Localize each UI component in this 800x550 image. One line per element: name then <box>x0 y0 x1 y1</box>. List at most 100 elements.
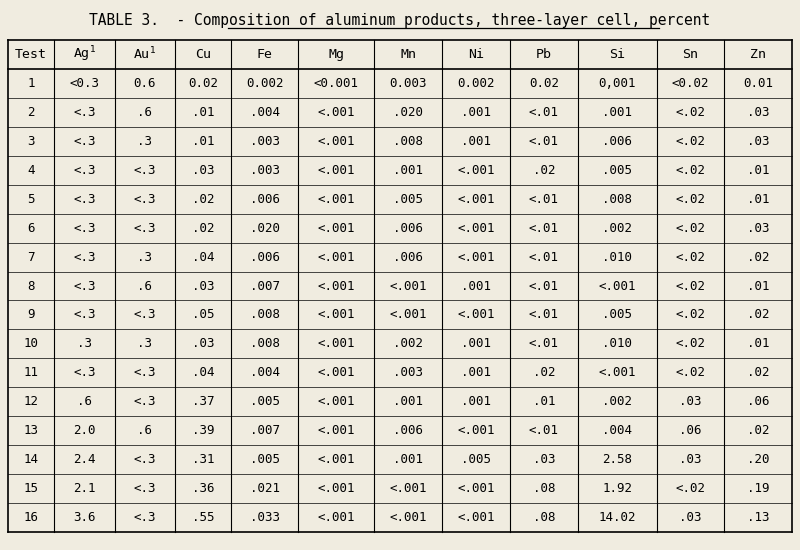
Text: .55: .55 <box>191 511 214 524</box>
Text: <.3: <.3 <box>134 395 156 408</box>
Text: 7: 7 <box>27 251 35 263</box>
Text: .06: .06 <box>679 424 702 437</box>
Text: .03: .03 <box>191 279 214 293</box>
Text: .31: .31 <box>191 453 214 466</box>
Text: .010: .010 <box>602 251 632 263</box>
Text: 16: 16 <box>24 511 38 524</box>
Text: .02: .02 <box>533 164 555 177</box>
Text: 6: 6 <box>27 222 35 235</box>
Text: .3: .3 <box>138 135 152 148</box>
Text: .001: .001 <box>461 395 491 408</box>
Text: <.001: <.001 <box>390 279 427 293</box>
Text: 0.01: 0.01 <box>743 77 773 90</box>
Text: <.3: <.3 <box>134 366 156 379</box>
Text: <.3: <.3 <box>74 164 96 177</box>
Text: .03: .03 <box>679 453 702 466</box>
Text: <.01: <.01 <box>529 222 559 235</box>
Text: .007: .007 <box>250 279 279 293</box>
Text: .01: .01 <box>747 337 770 350</box>
Text: <.3: <.3 <box>134 453 156 466</box>
Text: 2.58: 2.58 <box>602 453 632 466</box>
Text: .02: .02 <box>747 251 770 263</box>
Text: 10: 10 <box>24 337 38 350</box>
Text: <.02: <.02 <box>675 164 706 177</box>
Text: <.3: <.3 <box>134 511 156 524</box>
Text: <.01: <.01 <box>529 192 559 206</box>
Text: .6: .6 <box>138 424 152 437</box>
Text: .006: .006 <box>602 135 632 148</box>
Text: Zn: Zn <box>750 48 766 61</box>
Text: <.001: <.001 <box>458 482 495 495</box>
Text: .3: .3 <box>138 251 152 263</box>
Text: 0.02: 0.02 <box>529 77 559 90</box>
Text: <.001: <.001 <box>318 337 355 350</box>
Text: .06: .06 <box>747 395 770 408</box>
Text: <.001: <.001 <box>458 251 495 263</box>
Text: 11: 11 <box>24 366 38 379</box>
Text: 2: 2 <box>27 106 35 119</box>
Text: .002: .002 <box>602 395 632 408</box>
Text: <.001: <.001 <box>458 424 495 437</box>
Text: 0.003: 0.003 <box>390 77 427 90</box>
Text: .008: .008 <box>602 192 632 206</box>
Text: <.3: <.3 <box>134 164 156 177</box>
Text: Si: Si <box>609 48 625 61</box>
Text: .001: .001 <box>394 164 423 177</box>
Text: <.02: <.02 <box>675 135 706 148</box>
Text: .001: .001 <box>461 106 491 119</box>
Text: .008: .008 <box>250 337 279 350</box>
Text: <.001: <.001 <box>318 424 355 437</box>
Text: <.001: <.001 <box>318 106 355 119</box>
Text: Au$^1$: Au$^1$ <box>134 46 156 63</box>
Text: .003: .003 <box>394 366 423 379</box>
Text: .08: .08 <box>533 511 555 524</box>
Text: .01: .01 <box>747 192 770 206</box>
Text: Ni: Ni <box>468 48 484 61</box>
Text: <.001: <.001 <box>458 222 495 235</box>
Text: .01: .01 <box>191 106 214 119</box>
Text: Pb: Pb <box>536 48 552 61</box>
Text: .03: .03 <box>191 337 214 350</box>
Text: 3.6: 3.6 <box>74 511 96 524</box>
Text: <.3: <.3 <box>74 106 96 119</box>
Text: .001: .001 <box>461 366 491 379</box>
Text: <.001: <.001 <box>318 366 355 379</box>
Text: .021: .021 <box>250 482 279 495</box>
Text: <.01: <.01 <box>529 424 559 437</box>
Text: .19: .19 <box>747 482 770 495</box>
Text: 2.0: 2.0 <box>74 424 96 437</box>
Text: .6: .6 <box>138 106 152 119</box>
Text: <.3: <.3 <box>74 366 96 379</box>
Text: 2.4: 2.4 <box>74 453 96 466</box>
Text: .03: .03 <box>191 164 214 177</box>
Text: .020: .020 <box>250 222 279 235</box>
Text: .36: .36 <box>191 482 214 495</box>
Text: 2.1: 2.1 <box>74 482 96 495</box>
Text: Sn: Sn <box>682 48 698 61</box>
Text: .005: .005 <box>602 164 632 177</box>
Text: .003: .003 <box>250 135 279 148</box>
Text: .03: .03 <box>679 395 702 408</box>
Text: .005: .005 <box>394 192 423 206</box>
Text: .008: .008 <box>394 135 423 148</box>
Text: .03: .03 <box>533 453 555 466</box>
Text: <.3: <.3 <box>134 192 156 206</box>
Text: <0.3: <0.3 <box>70 77 99 90</box>
Text: .13: .13 <box>747 511 770 524</box>
Text: 12: 12 <box>24 395 38 408</box>
Text: <.001: <.001 <box>598 279 636 293</box>
Text: 15: 15 <box>24 482 38 495</box>
Text: .004: .004 <box>250 106 279 119</box>
Text: .6: .6 <box>77 395 92 408</box>
Text: <.001: <.001 <box>598 366 636 379</box>
Text: <.001: <.001 <box>390 309 427 321</box>
Text: .003: .003 <box>250 164 279 177</box>
Text: 5: 5 <box>27 192 35 206</box>
Text: .005: .005 <box>250 453 279 466</box>
Text: .02: .02 <box>747 366 770 379</box>
Text: <.001: <.001 <box>318 395 355 408</box>
Text: .02: .02 <box>747 309 770 321</box>
Text: 8: 8 <box>27 279 35 293</box>
Text: <.02: <.02 <box>675 366 706 379</box>
Text: <.02: <.02 <box>675 251 706 263</box>
